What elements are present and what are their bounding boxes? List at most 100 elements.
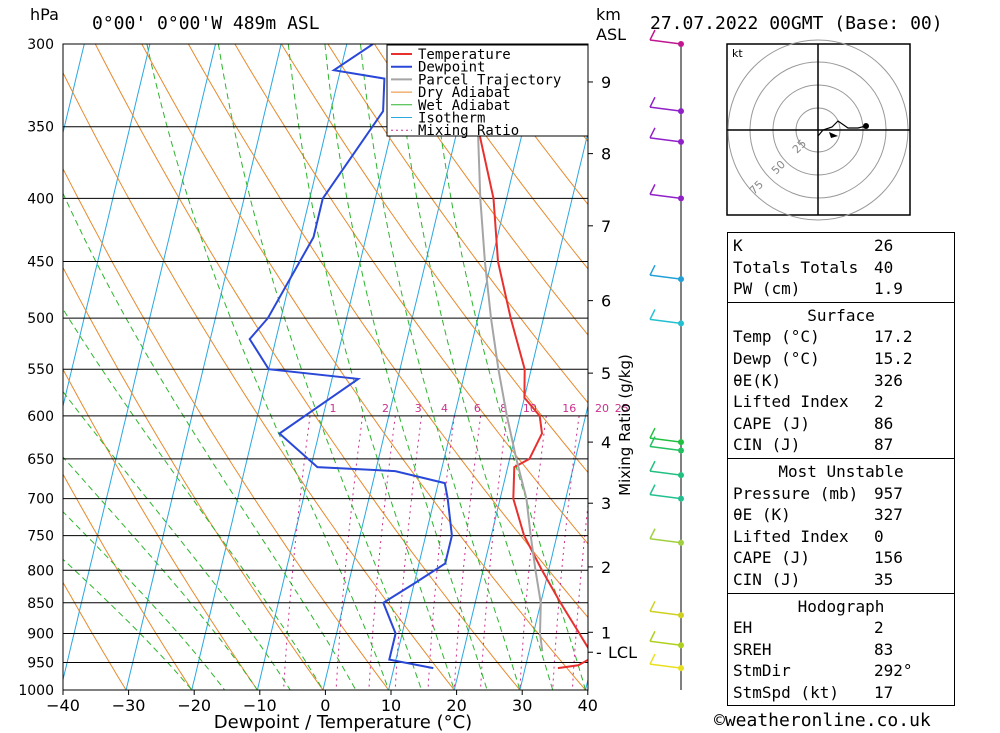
datetime-title: 27.07.2022 00GMT (Base: 00) bbox=[650, 13, 943, 34]
stats-row: θE (K) 327 bbox=[728, 504, 954, 526]
wind-barb-dot bbox=[678, 612, 684, 619]
pressure-tick-label: 350 bbox=[27, 120, 54, 136]
km-tick-label: 1 bbox=[601, 623, 611, 642]
wind-barb bbox=[649, 640, 682, 647]
pressure-tick-label: 900 bbox=[27, 626, 54, 642]
stats-value: 35 bbox=[874, 569, 894, 589]
stats-row: Pressure (mb) 957 bbox=[728, 483, 954, 505]
stats-row: CAPE (J) 156 bbox=[728, 547, 954, 569]
hodograph-storm-marker bbox=[829, 132, 838, 138]
wind-barb-dot bbox=[678, 41, 684, 47]
location-title: 0°00' 0°00'W 489m ASL bbox=[92, 13, 320, 34]
dry-adiabat-line bbox=[63, 473, 193, 690]
wind-barb-flag bbox=[649, 528, 656, 540]
dry-adiabat-line bbox=[63, 581, 127, 690]
pressure-tick-label: 850 bbox=[27, 596, 54, 612]
dry-adiabat-line bbox=[327, 44, 588, 404]
stats-row: StmDir 292° bbox=[728, 660, 954, 682]
stats-value: 17 bbox=[874, 682, 894, 702]
wind-barb-flag bbox=[649, 600, 656, 612]
stats-label: Lifted Index bbox=[733, 392, 849, 412]
x-tick-label: −10 bbox=[243, 696, 277, 715]
wet-adiabat-line bbox=[146, 44, 390, 690]
stats-row: Dewp (°C) 15.2 bbox=[728, 348, 954, 370]
wind-barb-dot bbox=[678, 447, 684, 454]
wind-barb bbox=[649, 137, 682, 143]
wind-barb-flag bbox=[649, 653, 656, 665]
legend-entry: Wet Adiabat bbox=[418, 98, 511, 114]
wind-barb bbox=[649, 538, 682, 544]
copyright-text: ©weatheronline.co.uk bbox=[714, 710, 931, 731]
stats-label: Dewp (°C) bbox=[733, 348, 820, 368]
most-unstable-title: Most Unstable bbox=[778, 461, 904, 481]
wind-barb bbox=[649, 470, 682, 476]
isotherm-line bbox=[63, 44, 151, 409]
pressure-tick-label: 400 bbox=[27, 191, 54, 207]
stats-row: K 26 bbox=[728, 235, 954, 257]
hodograph-unit: kt bbox=[732, 47, 743, 60]
stats-row: Temp (°C) 17.2 bbox=[728, 326, 954, 348]
isotherm-line bbox=[0, 44, 19, 690]
dry-adiabat-line bbox=[234, 44, 588, 545]
asl-unit-label: ASL bbox=[596, 25, 626, 44]
legend-entry: Temperature bbox=[418, 47, 511, 63]
stats-label: CIN (J) bbox=[733, 569, 801, 589]
stats-label: EH bbox=[733, 618, 753, 638]
mixing-ratio-label: 4 bbox=[441, 402, 448, 415]
stats-label: SREH bbox=[733, 639, 772, 659]
wind-barb-dot bbox=[678, 138, 684, 145]
series-line-parcel-trajectory bbox=[431, 44, 544, 652]
pressure-tick-label: 950 bbox=[27, 655, 54, 671]
km-tick-label: 9 bbox=[601, 73, 611, 92]
stats-row: CAPE (J) 86 bbox=[728, 413, 954, 435]
wind-barb-dot bbox=[678, 539, 684, 546]
mixing-ratio-label: 1 bbox=[329, 402, 336, 415]
stats-panel: K 26 Totals Totals 40 PW (cm) 1.9 Surface Tem… bbox=[727, 232, 955, 707]
x-tick-label: 0 bbox=[320, 696, 330, 715]
isotherm-line bbox=[256, 44, 413, 690]
pressure-tick-label: 600 bbox=[27, 409, 54, 425]
wind-barb-flag bbox=[649, 29, 656, 41]
stats-label: CAPE (J) bbox=[733, 548, 811, 568]
stats-row: SREH 83 bbox=[728, 639, 954, 661]
isotherm-line bbox=[519, 403, 588, 690]
wet-adiabat-line bbox=[429, 44, 586, 690]
wind-barb-dot bbox=[678, 320, 684, 327]
stats-value: 87 bbox=[874, 435, 894, 455]
wind-barb bbox=[649, 318, 682, 325]
wind-barb-dot bbox=[678, 495, 684, 502]
legend-entry: Dry Adiabat bbox=[418, 85, 511, 101]
wind-barb-flag bbox=[649, 96, 656, 108]
stats-value: 15.2 bbox=[874, 348, 913, 368]
dry-adiabat-line bbox=[420, 44, 588, 270]
lcl-label: LCL bbox=[608, 643, 637, 662]
pressure-tick-label: 750 bbox=[27, 529, 54, 545]
km-tick-label: 7 bbox=[601, 217, 611, 236]
stats-value: 17.2 bbox=[874, 327, 913, 347]
wet-adiabat-line bbox=[217, 44, 422, 690]
stats-row: Lifted Index 0 bbox=[728, 526, 954, 548]
wind-barb bbox=[649, 106, 682, 112]
hodograph-title: Hodograph bbox=[797, 596, 885, 616]
stats-most-unstable: Most Unstable Pressure (mb) 957 θE (K) 327 L… bbox=[727, 457, 955, 594]
isotherm-line bbox=[191, 44, 348, 690]
x-tick-label: −30 bbox=[112, 696, 146, 715]
stats-label: PW (cm) bbox=[733, 279, 801, 299]
stats-value: 83 bbox=[874, 639, 894, 659]
x-tick-label: 40 bbox=[578, 696, 598, 715]
stats-value: 292° bbox=[874, 661, 913, 681]
mixing-ratio-axis-title: Mixing Ratio (g/kg) bbox=[616, 354, 634, 496]
stats-value: 957 bbox=[874, 483, 903, 503]
series-line-dewpoint bbox=[248, 44, 453, 670]
stats-value: 86 bbox=[874, 413, 894, 433]
x-tick-label: −40 bbox=[46, 696, 80, 715]
wind-barb-flag bbox=[649, 184, 656, 195]
stats-row: CIN (J) 87 bbox=[728, 434, 954, 456]
wind-barb-dot bbox=[678, 439, 684, 446]
mixing-ratio-label: 25 bbox=[615, 402, 629, 415]
legend-entry: Parcel Trajectory bbox=[418, 72, 561, 88]
stats-label: CAPE (J) bbox=[733, 413, 811, 433]
mixing-ratio-label: 10 bbox=[523, 402, 537, 415]
stats-row: θE(K) 326 bbox=[728, 370, 954, 392]
